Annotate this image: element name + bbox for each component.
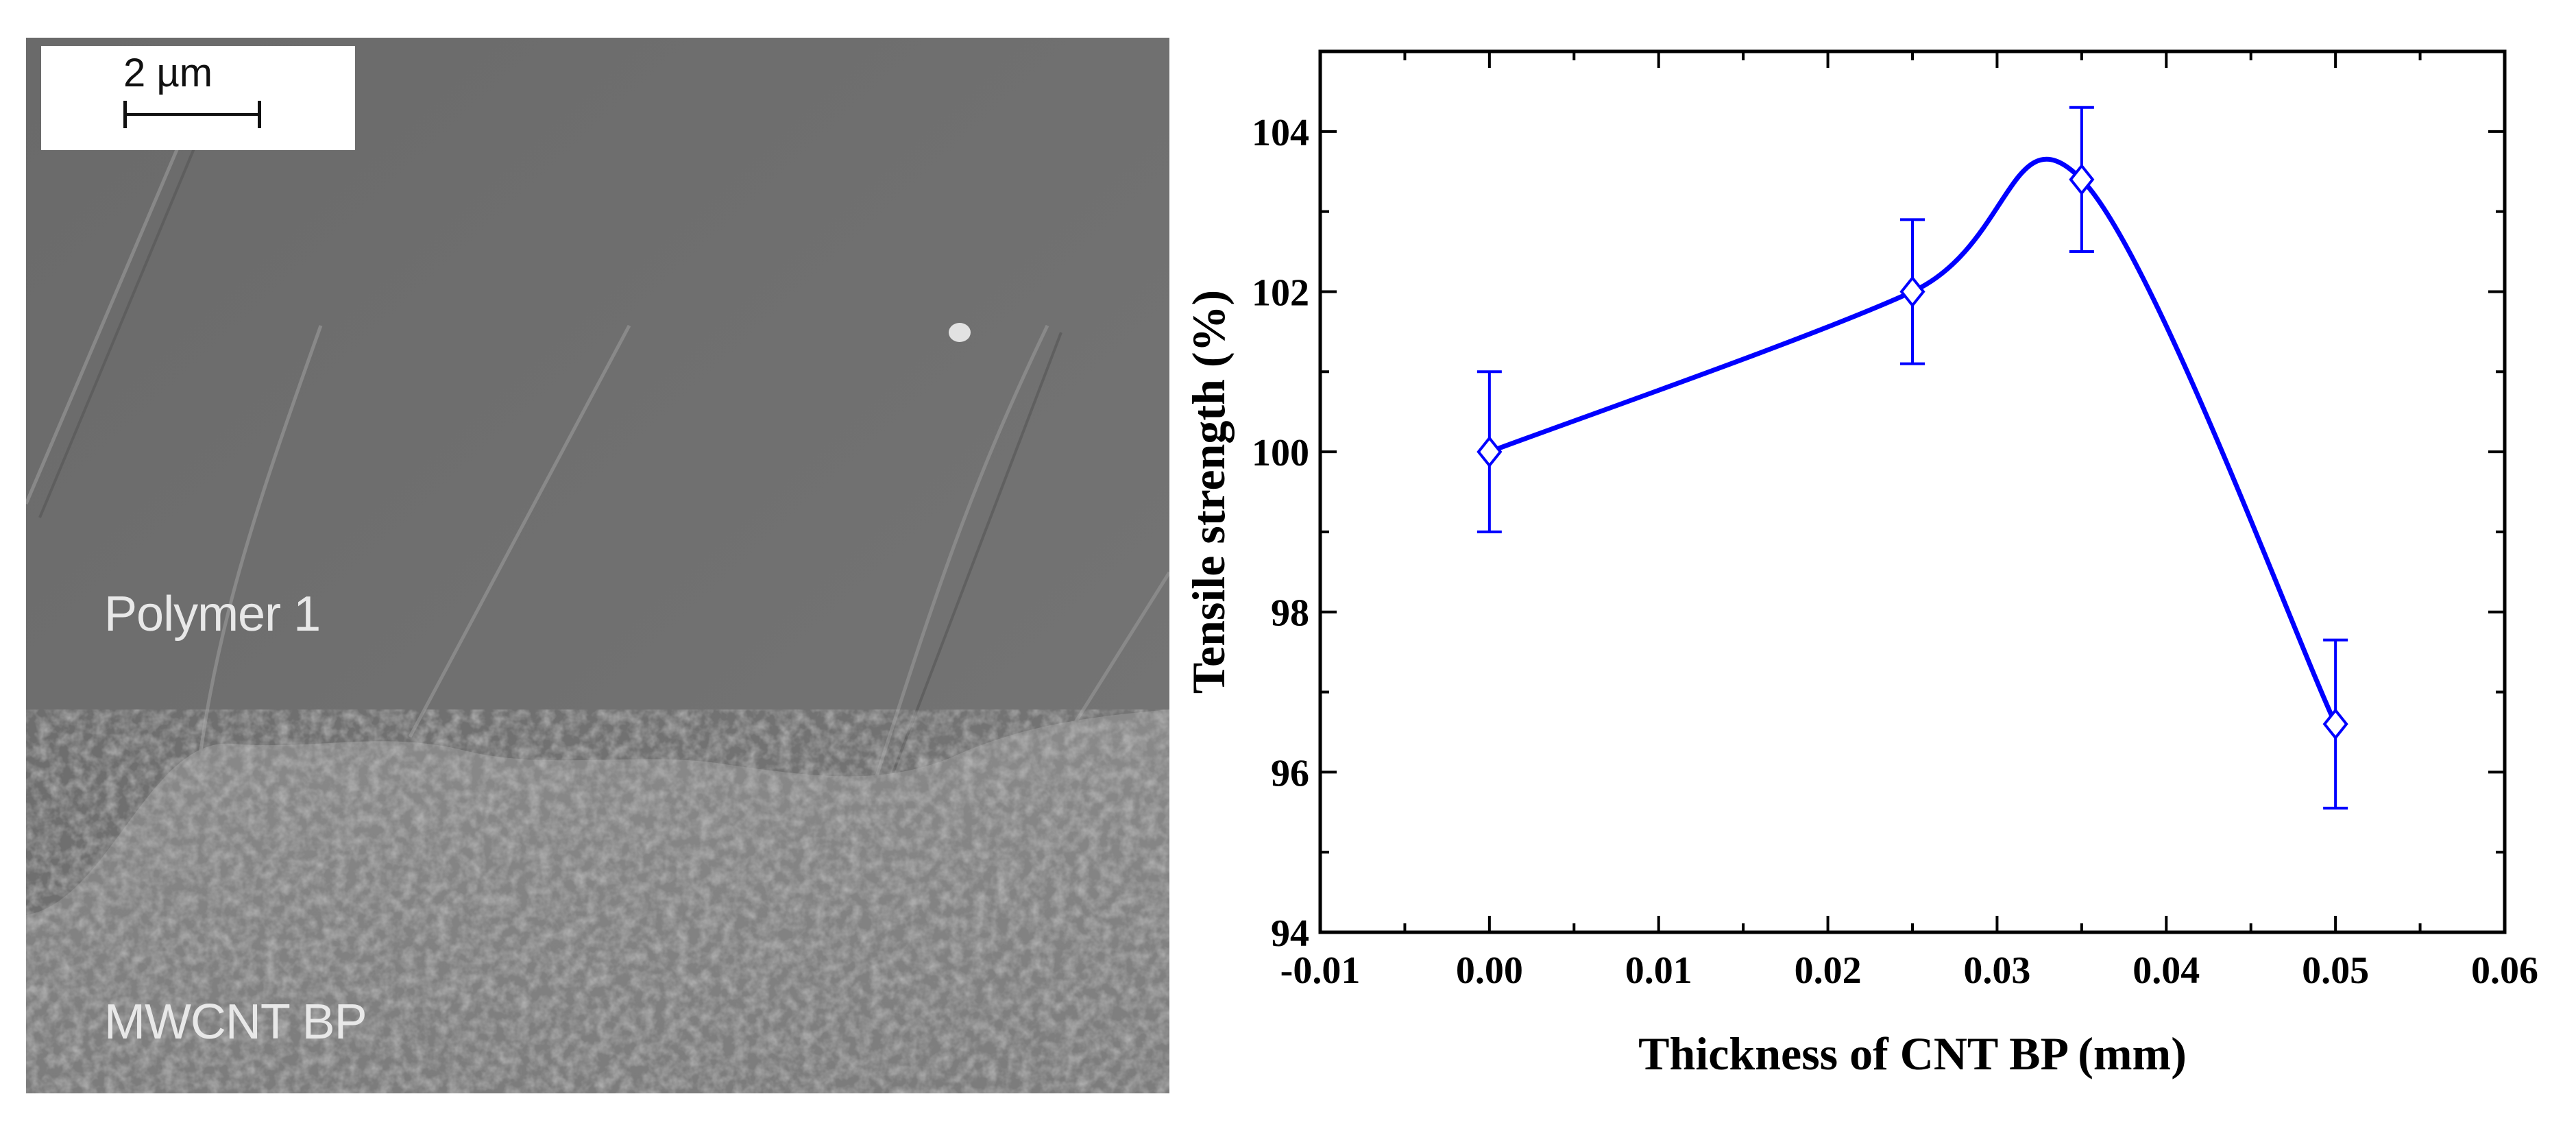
- scale-bar-label: 2 µm: [123, 51, 213, 95]
- x-tick-label: 0.01: [1625, 949, 1692, 992]
- sem-texture: [26, 38, 1169, 1093]
- scale-bar-tick-right: [258, 101, 261, 128]
- y-tick-label: 104: [1252, 112, 1309, 154]
- data-point: [2322, 708, 2348, 740]
- plot-frame: [1318, 49, 2507, 934]
- data-point: [1899, 276, 1925, 308]
- y-tick-label: 100: [1252, 432, 1309, 474]
- x-tick-label: -0.01: [1280, 949, 1361, 992]
- y-tick-label: 102: [1252, 271, 1309, 314]
- series-0-line: [1488, 156, 2338, 725]
- tensile-chart: -0.01 0.00 0.01 0.02 0.03 0.04 0.05 0.06 94 96 98 1…: [1182, 49, 2538, 1080]
- x-tick-label: 0.06: [2471, 949, 2538, 992]
- x-axis-label: Thickness of CNT BP (mm): [1638, 1028, 2187, 1080]
- y-tick-label: 94: [1271, 912, 1309, 955]
- x-tick-label: 0.04: [2133, 949, 2200, 992]
- y-axis-label: Tensile strength (%): [1182, 290, 1235, 694]
- scale-bar-box: 2 µm: [41, 46, 355, 150]
- data-point: [1477, 435, 1503, 468]
- data-point: [2069, 163, 2095, 196]
- region-label-polymer: Polymer 1: [104, 587, 321, 642]
- y-tick-label: 98: [1271, 592, 1309, 635]
- region-label-cnt: MWCNT BP: [104, 995, 367, 1049]
- sem-micrograph: 2 µm Polymer 1 MWCNT BP: [26, 38, 1169, 1093]
- x-tick-label: 0.05: [2302, 949, 2369, 992]
- x-tick-label: 0.02: [1795, 949, 1862, 992]
- scale-bar-line: [123, 113, 260, 116]
- y-tick-label: 96: [1271, 752, 1309, 794]
- x-tick-label: 0.03: [1963, 949, 2030, 992]
- x-tick-label: 0.00: [1456, 949, 1523, 992]
